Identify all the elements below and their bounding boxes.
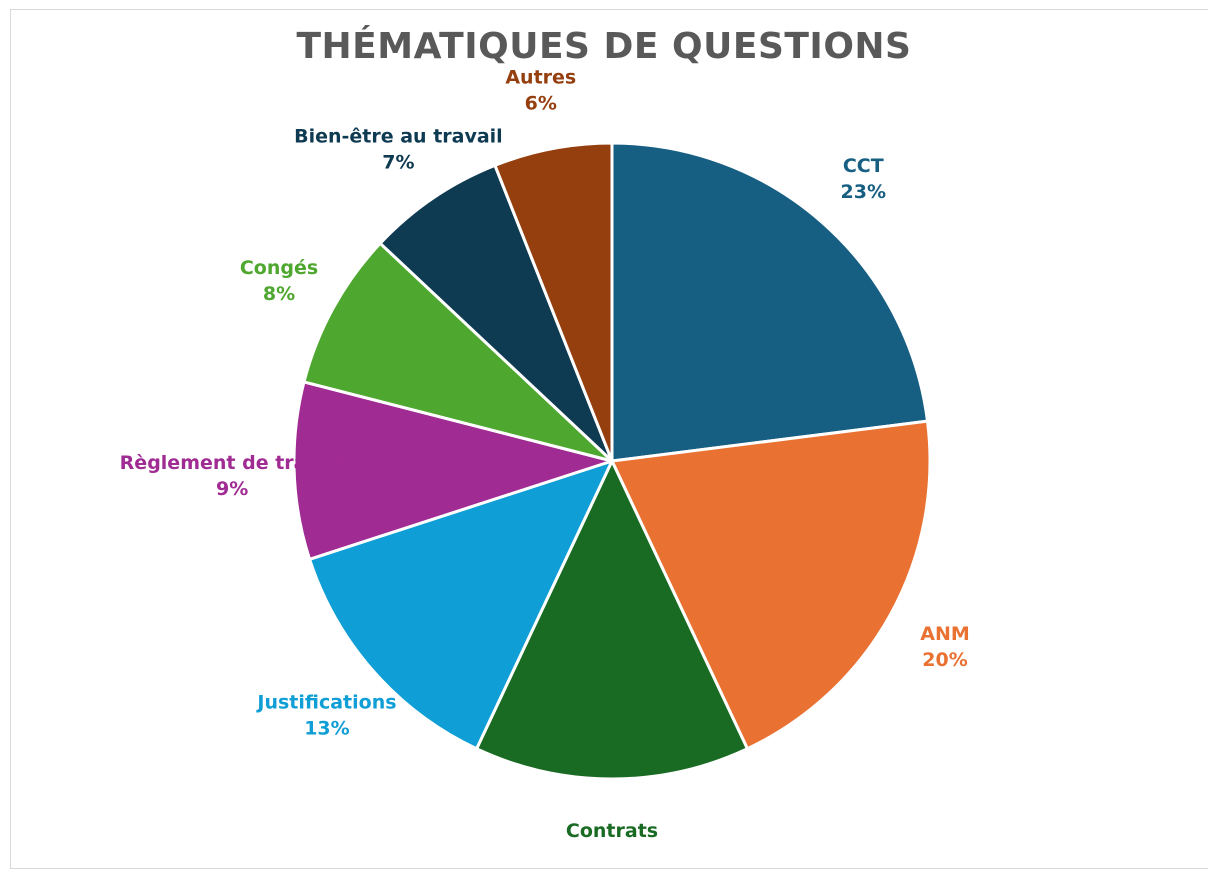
slice-pct-justifications: 13% [304, 717, 349, 739]
pie-labels: CCT 23% ANM 20% Contrats14% Justifications 13%… [120, 67, 970, 842]
slice-pct-reglement-de-travail: 9% [216, 478, 248, 500]
slice-pct-cct: 23% [841, 181, 886, 203]
slice-pct-conges: 8% [263, 283, 295, 305]
pie-slice-reglement-de-travail [292, 380, 614, 561]
pie-slice-bien-etre-au-travail [378, 163, 614, 463]
data-label-autres: Autres 6% [505, 67, 576, 115]
pie-chart: CCT 23% ANM 20% Contrats14% Justifications 13%… [120, 67, 970, 842]
data-label-conges: Congés 8% [240, 257, 318, 305]
slice-pct-autres: 6% [525, 93, 557, 115]
data-label-cct: CCT 23% [841, 155, 886, 203]
pie-slice-autres [493, 141, 614, 463]
slice-label-anm: ANM [920, 623, 970, 645]
pie-slice-contrats [475, 459, 749, 781]
slice-label-contrats: Contrats [566, 820, 658, 842]
pie-slice-cct [610, 141, 929, 463]
slice-pct-anm: 20% [922, 649, 967, 671]
slice-label-reglement-de-travail: Règlement de travail [120, 452, 345, 474]
slice-pct-bien-etre-au-travail: 7% [382, 152, 414, 174]
slice-label-justifications: Justifications [255, 691, 396, 713]
data-label-justifications: Justifications 13% [255, 691, 396, 739]
data-label-bien-etre-au-travail: Bien-être au travail 7% [294, 126, 503, 174]
slice-label-autres: Autres [505, 67, 576, 89]
data-label-contrats: Contrats14% [566, 820, 658, 842]
slice-label-cct: CCT [843, 155, 884, 177]
slice-label-bien-etre-au-travail: Bien-être au travail [294, 126, 503, 148]
data-label-reglement-de-travail: Règlement de travail 9% [120, 452, 345, 500]
pie-slice-conges [302, 241, 614, 463]
data-label-anm: ANM 20% [920, 623, 970, 671]
chart-title: THÉMATIQUES DE QUESTIONS [296, 26, 912, 67]
pie-slices [292, 141, 932, 781]
pie-slice-anm [610, 419, 932, 751]
pie-slice-justifications [308, 459, 614, 751]
slice-label-conges: Congés [240, 257, 318, 279]
